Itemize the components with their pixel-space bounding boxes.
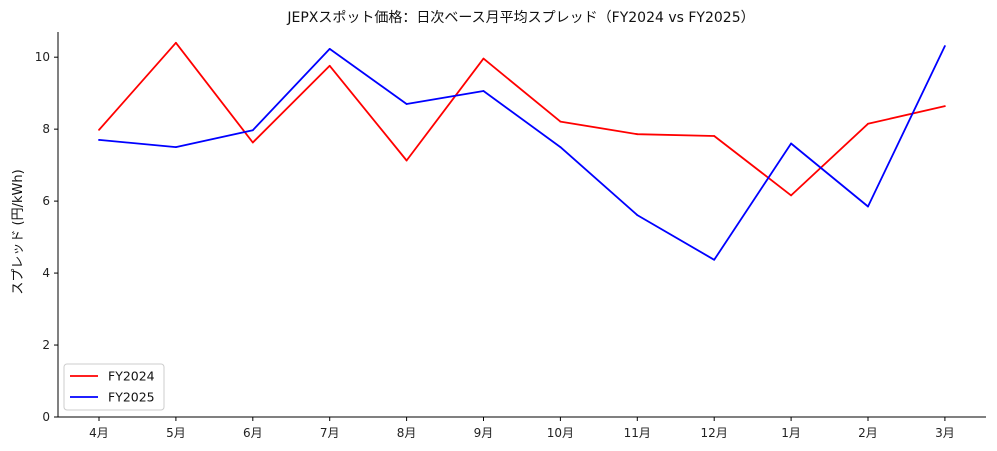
- x-tick-label: 3月: [935, 426, 955, 440]
- data-point: [98, 139, 100, 141]
- y-tick-label: 2: [42, 338, 50, 352]
- x-tick-label: 1月: [781, 426, 801, 440]
- data-point: [790, 194, 792, 197]
- data-point: [944, 105, 946, 108]
- legend-label: FY2024: [108, 369, 155, 384]
- data-point: [636, 133, 639, 136]
- x-tick-label: 4月: [89, 426, 109, 440]
- data-point: [713, 135, 716, 137]
- series-line-fy2025: [98, 45, 946, 261]
- y-tick-label: 6: [42, 194, 50, 208]
- data-point: [559, 146, 562, 149]
- x-tick-label: 11月: [624, 426, 651, 440]
- y-tick-label: 4: [42, 266, 50, 280]
- data-point: [713, 258, 716, 261]
- data-point: [482, 57, 485, 60]
- x-tick-label: 6月: [243, 426, 263, 440]
- x-tick-label: 5月: [166, 426, 186, 440]
- data-point: [405, 103, 408, 105]
- y-tick-label: 0: [42, 410, 50, 424]
- data-point: [944, 45, 946, 47]
- data-point: [867, 205, 869, 208]
- y-tick-label: 8: [42, 122, 50, 136]
- y-tick-label: 10: [35, 50, 50, 64]
- data-point: [175, 41, 177, 44]
- data-point: [328, 48, 331, 50]
- data-point: [405, 159, 408, 162]
- series-line-fy2024: [98, 41, 946, 197]
- legend-label: FY2025: [108, 390, 155, 405]
- series-layer: [98, 41, 946, 261]
- legend: FY2024 FY2025: [63, 363, 165, 411]
- data-point: [175, 146, 177, 149]
- x-tick-label: 10月: [547, 426, 574, 440]
- data-point: [251, 129, 254, 132]
- axes: 0 2 4 6 8 10 4月 5月 6月 7月 8月 9月 10月 11月 12月 1月 2月 3月: [35, 32, 986, 440]
- data-point: [636, 214, 639, 217]
- y-axis-label: スプレッド (円/kWh): [11, 169, 26, 294]
- x-tick-label: 9月: [474, 426, 494, 440]
- x-tick-label: 8月: [397, 426, 417, 440]
- x-tick-label: 7月: [320, 426, 340, 440]
- data-point: [867, 122, 869, 125]
- x-tick-label: 2月: [858, 426, 878, 440]
- data-point: [251, 141, 254, 144]
- x-tick-label: 12月: [701, 426, 728, 440]
- data-point: [328, 64, 331, 67]
- data-point: [482, 90, 485, 92]
- data-point: [790, 142, 792, 145]
- data-point: [559, 120, 562, 123]
- chart-title: JEPXスポット価格：日次ベース月平均スプレッド（FY2024 vs FY202…: [286, 10, 754, 26]
- data-point: [98, 128, 100, 131]
